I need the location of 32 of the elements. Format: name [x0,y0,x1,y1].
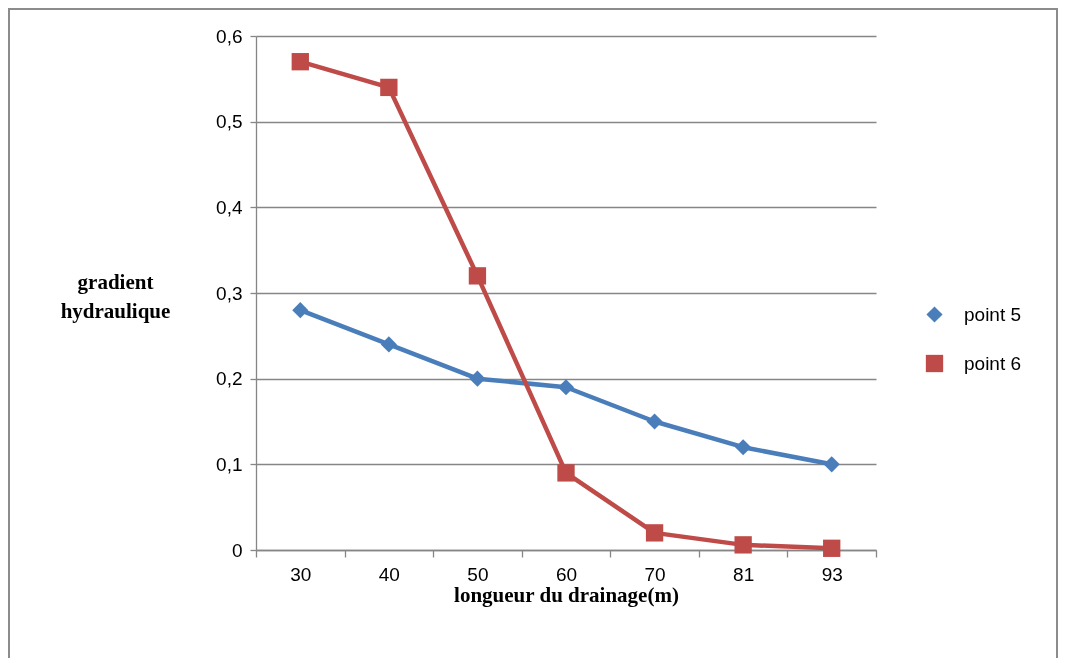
point [557,379,575,396]
y-tick-label: 0 [231,539,243,561]
y-axis-title: gradient hydraulique [60,269,171,323]
point [468,267,487,285]
y-tick-label: 0,1 [216,453,243,475]
x-tick-label: 81 [733,563,755,585]
point [734,536,752,554]
y-tick-label: 0,5 [216,111,243,133]
point [823,539,841,557]
point [735,439,752,456]
y-tick-label: 0,4 [216,196,243,218]
x-tick-label: 50 [467,563,489,585]
legend-label: point 5 [964,303,1022,325]
x-tick-label: 30 [290,563,312,585]
y-tick-label: 0,3 [216,282,243,304]
x-tick-label: 40 [378,563,400,585]
y-tick-label: 0,2 [216,368,243,390]
x-axis-title: longueur du drainage(m) [454,582,679,607]
y-tick-label: 0,6 [216,25,243,47]
point [823,456,840,473]
point [469,370,486,387]
x-tick-label: 70 [644,563,666,585]
x-tick-label: 93 [821,563,843,585]
point [557,464,575,482]
point [291,53,309,71]
legend-label: point 6 [964,352,1022,374]
point [646,413,663,430]
point [380,336,397,353]
point [645,524,664,542]
point [380,78,398,97]
point [292,302,309,319]
x-tick-label: 60 [555,563,578,585]
